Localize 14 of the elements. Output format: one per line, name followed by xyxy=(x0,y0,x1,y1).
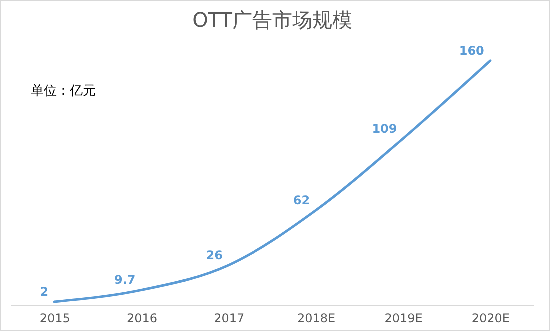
x-tick-label: 2016 xyxy=(126,312,158,326)
data-label: 160 xyxy=(459,44,484,58)
x-tick-label: 2020E xyxy=(472,312,510,326)
x-tick-label: 2015 xyxy=(40,312,70,326)
data-label: 109 xyxy=(372,122,398,136)
data-label: 9.7 xyxy=(114,273,136,288)
annotation: 单位：亿元 xyxy=(31,84,96,99)
chart-title: OTT广告市场规模 xyxy=(192,8,352,32)
data-label: 26 xyxy=(206,248,223,262)
data-label: 2 xyxy=(40,284,49,299)
data-label: 62 xyxy=(293,193,310,208)
x-tick-label: 2017 xyxy=(214,312,245,326)
x-tick-label: 2019E xyxy=(384,312,423,326)
x-tick-label: 2018E xyxy=(298,312,336,326)
